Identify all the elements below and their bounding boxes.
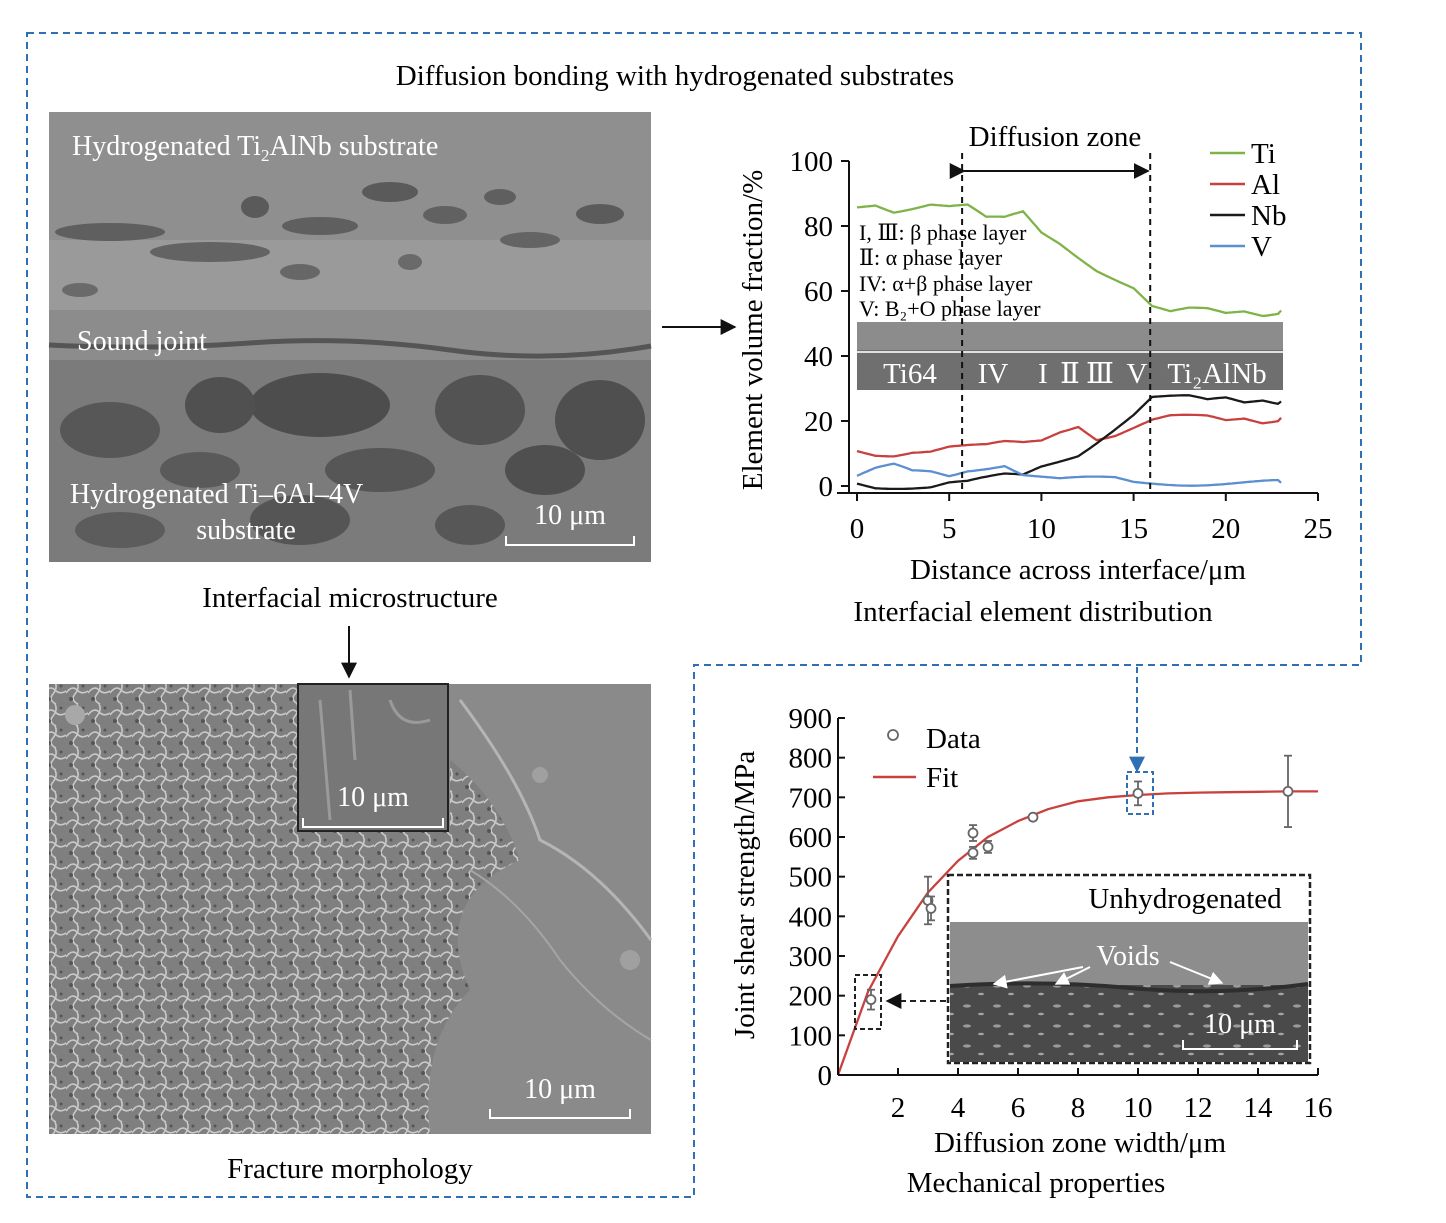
- legend-label-data: Data: [926, 723, 981, 755]
- x-tick-label: 0: [850, 513, 865, 545]
- y-tick-label: 900: [789, 703, 833, 735]
- x-tick-label: 10: [1124, 1092, 1153, 1124]
- strip-label: Ⅲ: [1086, 358, 1114, 390]
- highlight-box-blue: [1126, 771, 1154, 815]
- series-line-nb: [856, 394, 1282, 491]
- micro-label-mid: Sound joint: [77, 326, 207, 357]
- fit-curve: [836, 790, 1318, 1076]
- x-tick-label: 15: [1119, 513, 1148, 545]
- y-tick-label: 60: [804, 276, 833, 308]
- y-tick-label: 100: [790, 146, 834, 178]
- y-tick-label: 40: [804, 341, 833, 373]
- x-tick-label: 2: [891, 1092, 906, 1124]
- data-point: [865, 994, 877, 1006]
- y-tick-label: 500: [789, 862, 833, 894]
- void-arrow-3: [1169, 961, 1224, 985]
- highlight-box-black: [854, 974, 882, 1030]
- y-tick-label: 600: [789, 822, 833, 854]
- void-arrow-2: [1054, 966, 1091, 985]
- inset-label-unhydrogenated: Unhydrogenated: [1088, 883, 1282, 915]
- y-tick-label: 400: [789, 901, 833, 933]
- data-point: [1282, 785, 1294, 797]
- y-tick-label: 100: [789, 1020, 833, 1052]
- fracture-inset-scale-label: 10 μm: [337, 782, 409, 813]
- series-line-v: [856, 462, 1282, 487]
- fracture-caption: Fracture morphology: [227, 1153, 473, 1185]
- x-tick-label: 16: [1304, 1092, 1333, 1124]
- y-tick-label: 800: [789, 743, 833, 775]
- strip-label: Ⅱ: [1060, 358, 1080, 390]
- x-tick-label: 25: [1304, 513, 1333, 545]
- y-tick-label: 20: [804, 406, 833, 438]
- chart1-xlabel: Distance across interface/μm: [910, 554, 1246, 586]
- strip-label: IV: [978, 358, 1009, 390]
- legend-label-nb: Nb: [1251, 200, 1286, 232]
- x-tick-label: 6: [1011, 1092, 1026, 1124]
- x-tick-label: 14: [1244, 1092, 1274, 1124]
- x-tick-label: 4: [951, 1092, 966, 1124]
- phase-note: Ⅱ: α phase layer: [859, 245, 1003, 270]
- fracture-image: [49, 683, 653, 1134]
- series-line-ti: [856, 203, 1282, 318]
- chart2-caption: Mechanical properties: [907, 1167, 1165, 1199]
- data-point: [925, 903, 937, 914]
- legend-swatch-data: [887, 729, 899, 741]
- y-tick-label: 0: [818, 1060, 833, 1092]
- chart1-ylabel: Element volume fraction/%: [737, 170, 769, 491]
- void-arrow-1: [992, 966, 1084, 989]
- figure-title: Diffusion bonding with hydrogenated subs…: [396, 60, 954, 92]
- inset-scale-label: 10 μm: [1204, 1009, 1276, 1040]
- phase-note: I, Ⅲ: β phase layer: [859, 220, 1027, 245]
- legend-label-al: Al: [1251, 169, 1280, 201]
- x-tick-label: 8: [1071, 1092, 1086, 1124]
- x-tick-label: 20: [1211, 513, 1240, 545]
- strip-label: Ti₂AlNb: [1167, 358, 1266, 390]
- y-tick-label: 80: [804, 211, 833, 243]
- strip-label: V: [1127, 358, 1148, 390]
- micro-scale-label: 10 μm: [534, 500, 606, 531]
- data-point: [1027, 811, 1039, 823]
- y-tick-label: 300: [789, 941, 833, 973]
- fracture-inset-scale-bar: [302, 818, 444, 828]
- micro-label-top: Hydrogenated Ti2AlNb substrate: [72, 131, 438, 165]
- inset-label-voids: Voids: [1096, 941, 1159, 972]
- element-distribution-chart: Ti64 IV I Ⅱ Ⅲ V Ti₂AlNb 0 5 10 15 20 25020406080100…: [790, 138, 1333, 545]
- data-point: [982, 841, 994, 853]
- micro-scale-bar: [505, 536, 635, 546]
- legend-label-ti: Ti: [1251, 138, 1276, 170]
- micro-caption: Interfacial microstructure: [202, 582, 497, 614]
- micro-label-bottom-line2: substrate: [196, 515, 296, 546]
- microstructure-image: [48, 112, 652, 562]
- phase-note: V: B₂+O phase layer: [859, 296, 1041, 321]
- strip-label: Ti64: [883, 358, 937, 390]
- shear-strength-chart: 2 4 6 8 10 12 14 16 0 100 200 300 400 500 600 700 800 900…: [789, 703, 1333, 1124]
- dashed-frame: [26, 32, 1362, 1198]
- y-tick-label: 0: [819, 471, 834, 503]
- chart1-caption: Interfacial element distribution: [853, 596, 1213, 628]
- series-line-al: [856, 413, 1282, 458]
- data-point: [1132, 787, 1144, 799]
- data-point: [967, 827, 979, 839]
- y-tick-label: 200: [789, 981, 833, 1013]
- chart2-ylabel: Joint shear strength/MPa: [729, 751, 761, 1039]
- chart2-xlabel: Diffusion zone width/μm: [934, 1127, 1227, 1159]
- data-point: [967, 847, 979, 859]
- strip-label: I: [1038, 358, 1048, 390]
- inset-scale-bar: [1182, 1040, 1298, 1050]
- diffusion-zone-label: Diffusion zone: [969, 121, 1142, 153]
- y-tick-label: 700: [789, 782, 833, 814]
- x-tick-label: 10: [1027, 513, 1056, 545]
- micro-label-bottom-line1: Hydrogenated Ti–6Al–4V: [70, 479, 363, 510]
- legend-label-v: V: [1251, 231, 1272, 263]
- phase-note: IV: α+β phase layer: [859, 271, 1033, 296]
- fracture-scale-label: 10 μm: [524, 1074, 596, 1105]
- x-tick-label: 12: [1184, 1092, 1213, 1124]
- x-tick-label: 5: [942, 513, 957, 545]
- fracture-scale-bar: [489, 1109, 631, 1119]
- legend-label-fit: Fit: [926, 762, 958, 794]
